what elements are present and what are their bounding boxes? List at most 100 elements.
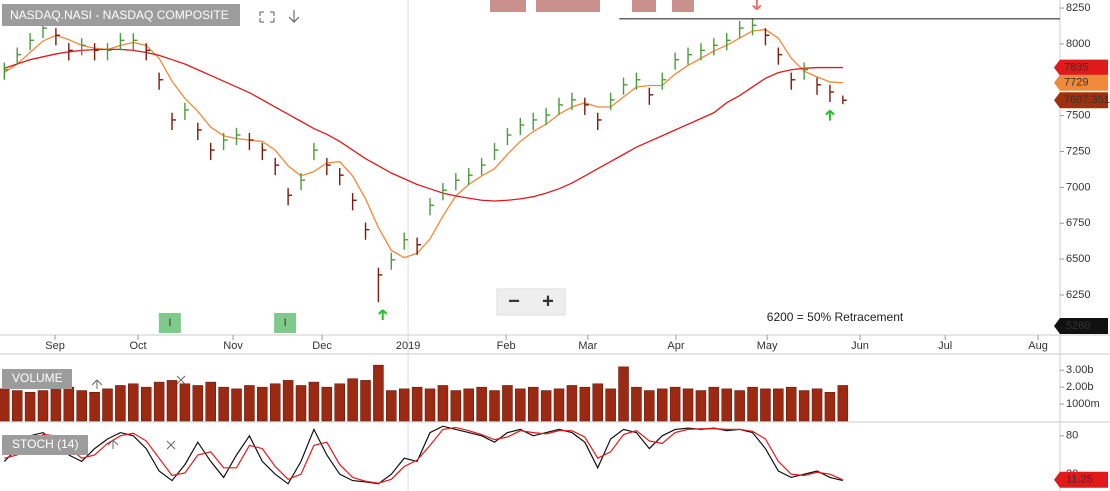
- volume-bar: [373, 364, 384, 422]
- volume-bar: [179, 383, 191, 422]
- x-tick-label: Dec: [312, 340, 332, 352]
- y-tick-label: 6750: [1066, 217, 1090, 229]
- volume-bar: [811, 388, 823, 422]
- volume-bar: [218, 386, 229, 422]
- x-tick-label: Aug: [1028, 340, 1048, 352]
- volume-bar: [321, 386, 333, 422]
- axis-note: 5260: [1066, 320, 1090, 332]
- last-value-label: [1054, 92, 1108, 109]
- last-value-text: 7729: [1064, 77, 1088, 89]
- zoom-out[interactable]: −: [508, 290, 520, 312]
- volume-bar: [166, 380, 178, 422]
- volume-bar: [734, 390, 745, 422]
- volume-bar: [269, 383, 281, 422]
- x-tick-label: Apr: [667, 340, 684, 352]
- last-value-label: [1054, 74, 1108, 91]
- volume-bar: [695, 390, 707, 422]
- y-tick-label: 8000: [1066, 38, 1090, 50]
- volume-bar: [721, 388, 732, 422]
- panel-icons[interactable]: [107, 439, 176, 450]
- event-marker: [274, 313, 297, 333]
- volume-bar: [618, 366, 629, 422]
- chart-title: NASDAQ.NASI - NASDAQ COMPOSITE: [10, 8, 229, 22]
- y-tick-label: 7000: [1066, 181, 1090, 193]
- volume-bar: [192, 385, 204, 422]
- title-box: [2, 369, 72, 389]
- y-tick-label: 8250: [1066, 2, 1090, 14]
- zoom-in[interactable]: +: [542, 290, 554, 312]
- volume-bar: [773, 388, 784, 422]
- title-box: [2, 4, 240, 26]
- x-tick-label: Jun: [851, 340, 869, 352]
- volume-bar: [476, 386, 487, 422]
- last-value-text: 11.25: [1066, 474, 1093, 486]
- volume-bar: [115, 385, 126, 422]
- volume-bar: [257, 386, 268, 422]
- volume-bar: [231, 388, 242, 422]
- event-label: I: [168, 317, 171, 329]
- event-marker[interactable]: [536, 0, 600, 12]
- y-tick-label: 6500: [1066, 253, 1090, 265]
- volume-bar: [489, 390, 500, 422]
- x-tick-label: 2019: [396, 340, 420, 352]
- volume-bar: [540, 390, 552, 422]
- volume-bar: [424, 388, 436, 422]
- title-box: [2, 435, 88, 455]
- volume-bar: [605, 388, 616, 422]
- volume-bar: [515, 388, 526, 422]
- volume-bar: [76, 390, 87, 422]
- volume-bar: [760, 388, 771, 422]
- volume-bar: [140, 386, 152, 422]
- volume-bar: [153, 381, 165, 422]
- volume-bar: [334, 383, 345, 422]
- y-tick-label: 3.00b: [1066, 364, 1094, 376]
- event-marker[interactable]: [632, 0, 656, 12]
- last-value-text: 7607.351: [1064, 94, 1110, 106]
- volume-bar: [502, 385, 513, 422]
- volume-bar: [785, 386, 797, 422]
- annotation: 6200 = 50% Retracement: [767, 310, 904, 324]
- volume-bar: [824, 391, 836, 422]
- moving-average: [3, 28, 843, 259]
- x-tick-label: Oct: [129, 340, 146, 352]
- volume-bar: [747, 386, 758, 422]
- event-marker: [158, 313, 181, 333]
- volume-bar: [682, 388, 694, 422]
- volume-bar: [631, 386, 642, 422]
- volume-bar: [450, 390, 462, 422]
- x-tick-label: Jul: [938, 340, 952, 352]
- volume-bar: [295, 385, 307, 422]
- y-tick-label: 1000m: [1066, 398, 1100, 410]
- last-value-text: 7835: [1064, 61, 1088, 73]
- volume-bar: [63, 386, 75, 422]
- volume-bar: [437, 385, 449, 422]
- stoch-line: [4, 426, 844, 484]
- x-tick-label: Mar: [578, 340, 597, 352]
- volume-bar: [0, 388, 10, 422]
- volume-bar: [244, 385, 255, 422]
- volume-bar: [37, 390, 49, 422]
- volume-bar: [411, 386, 423, 422]
- signal-arrow: [825, 109, 835, 121]
- volume-bar: [308, 381, 320, 422]
- volume-bar: [89, 391, 100, 422]
- volume-bar: [798, 390, 810, 422]
- y-tick-label: 2.00b: [1066, 381, 1094, 393]
- volume-bar: [11, 390, 23, 422]
- x-tick-label: Nov: [223, 340, 243, 352]
- stoch-title: STOCH (14): [12, 437, 78, 451]
- moving-average: [4, 48, 843, 202]
- fullscreen-icon[interactable]: [259, 11, 275, 23]
- panel-icons[interactable]: [91, 375, 186, 389]
- event-marker[interactable]: [672, 0, 694, 12]
- download-icon[interactable]: [288, 10, 300, 23]
- volume-bar: [360, 380, 371, 422]
- zoom-controls: − +: [496, 288, 566, 316]
- volume-bar: [553, 388, 565, 422]
- event-marker[interactable]: [490, 0, 526, 12]
- volume-bar: [347, 378, 358, 422]
- x-tick-label: May: [757, 340, 778, 352]
- signal-arrow: [752, 0, 762, 11]
